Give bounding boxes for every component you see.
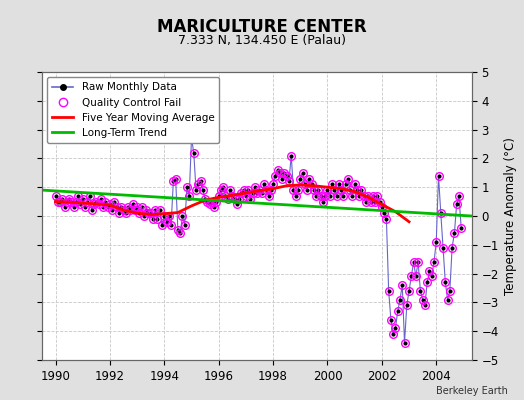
Text: 7.333 N, 134.450 E (Palau): 7.333 N, 134.450 E (Palau) <box>178 34 346 47</box>
Legend: Raw Monthly Data, Quality Control Fail, Five Year Moving Average, Long-Term Tren: Raw Monthly Data, Quality Control Fail, … <box>47 77 220 143</box>
Text: Berkeley Earth: Berkeley Earth <box>436 386 508 396</box>
Text: MARICULTURE CENTER: MARICULTURE CENTER <box>157 18 367 36</box>
Y-axis label: Temperature Anomaly (°C): Temperature Anomaly (°C) <box>504 137 517 295</box>
